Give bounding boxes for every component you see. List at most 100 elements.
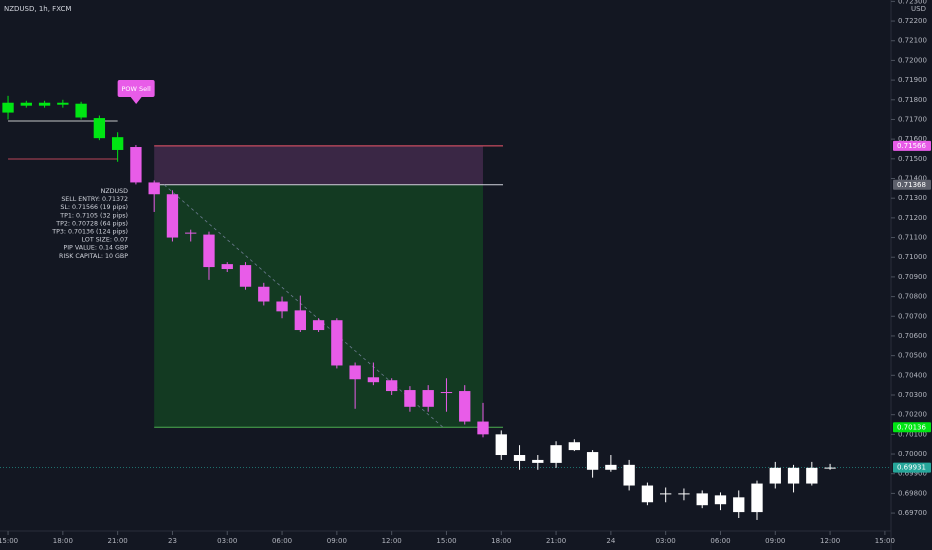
candle-body: [751, 483, 763, 513]
info-line: PIP VALUE: 0.14 GBP: [63, 245, 128, 252]
info-line: LOT SIZE: 0.07: [82, 237, 128, 244]
y-tick-label: 0.72000: [898, 56, 927, 64]
signal-label: POW Sell: [122, 85, 151, 93]
candle-body: [495, 434, 507, 456]
candle-body: [367, 377, 380, 383]
y-tick-label: 0.70600: [898, 332, 927, 340]
info-line: NZDUSD: [101, 188, 128, 195]
price-tag-label: 0.70136: [897, 423, 926, 431]
candle-body: [532, 459, 544, 463]
price-tag-label: 0.71368: [897, 181, 926, 189]
candle-body: [312, 320, 325, 331]
candle-body: [623, 464, 635, 486]
x-tick-label: 18:00: [53, 537, 73, 545]
x-tick-label: 06:00: [272, 537, 292, 545]
y-tick-label: 0.69800: [898, 489, 927, 497]
y-tick-label: 0.72200: [898, 17, 927, 25]
candle-body: [276, 301, 288, 312]
info-line: TP3: 0.70136 (124 pips): [51, 229, 128, 236]
candle-body: [166, 194, 179, 238]
candle-body: [258, 286, 270, 302]
info-line: SELL ENTRY: 0.71372: [61, 196, 128, 203]
candle-body: [806, 467, 818, 484]
x-tick-label: 24: [606, 537, 615, 545]
info-line: SL: 0.71566 (19 pips): [60, 204, 128, 211]
candle-body: [440, 392, 453, 394]
y-tick-label: 0.71000: [898, 253, 927, 261]
candle-body: [93, 118, 106, 139]
candle-body: [733, 497, 745, 513]
candle-body: [641, 485, 654, 503]
y-tick-label: 0.71600: [898, 135, 927, 143]
y-tick-label: 0.70700: [898, 312, 927, 320]
candle-body: [714, 495, 727, 505]
candle-body: [331, 320, 343, 366]
y-tick-label: 0.70200: [898, 411, 927, 419]
candle-body: [787, 467, 800, 484]
candle-body: [38, 102, 51, 106]
x-tick-label: 21:00: [546, 537, 566, 545]
candle-body: [513, 455, 526, 461]
price-tag-label: 0.71566: [897, 142, 926, 150]
candle-body: [550, 445, 562, 463]
x-tick-label: 06:00: [710, 537, 730, 545]
candle-body: [459, 391, 471, 422]
x-tick-label: 03:00: [656, 537, 676, 545]
candle-body: [404, 390, 416, 407]
signal-box: [117, 80, 155, 97]
x-tick-label: 12:00: [820, 537, 840, 545]
chart-title: NZDUSD, 1h, FXCM: [4, 5, 71, 13]
candle-body: [130, 147, 142, 183]
y-tick-label: 0.71400: [898, 175, 927, 183]
x-tick-label: 23: [168, 537, 177, 545]
candle-body: [349, 365, 361, 380]
price-tag-box: [893, 462, 931, 473]
price-tag-box: [893, 179, 931, 190]
x-tick-label: 09:00: [765, 537, 785, 545]
candle-body: [57, 102, 69, 105]
y-tick-label: 0.71800: [898, 96, 927, 104]
y-tick-label: 0.70000: [898, 450, 927, 458]
candle-body: [586, 452, 599, 470]
candle-body: [568, 442, 580, 451]
candle-body: [422, 390, 434, 407]
candle-body: [660, 493, 672, 495]
candle-body: [385, 380, 398, 392]
currency-label: USD: [911, 5, 926, 13]
y-tick-label: 0.69900: [898, 470, 927, 478]
price-tag-box: [893, 422, 931, 433]
y-tick-label: 0.71200: [898, 214, 927, 222]
candle-body: [20, 102, 32, 106]
candle-body: [769, 467, 781, 484]
y-tick-label: 0.70900: [898, 273, 927, 281]
x-tick-label: 21:00: [108, 537, 128, 545]
candle-body: [477, 421, 489, 435]
y-tick-label: 0.71300: [898, 194, 927, 202]
candle-body: [696, 493, 708, 506]
y-tick-label: 0.70100: [898, 430, 927, 438]
y-tick-label: 0.70400: [898, 371, 927, 379]
y-tick-label: 0.69700: [898, 509, 927, 517]
info-line: RISK CAPITAL: 10 GBP: [59, 253, 128, 260]
candle-body: [239, 265, 252, 287]
x-tick-label: 09:00: [327, 537, 347, 545]
x-tick-label: 18:00: [491, 537, 511, 545]
candle-body: [221, 264, 233, 270]
info-line: TP1: 0.7105 (32 pips): [59, 212, 128, 219]
y-tick-label: 0.71700: [898, 115, 927, 123]
y-tick-label: 0.71100: [898, 234, 927, 242]
x-tick-label: 03:00: [217, 537, 237, 545]
y-tick-label: 0.71500: [898, 155, 927, 163]
price-tag-box: [893, 140, 931, 151]
y-tick-label: 0.70500: [898, 352, 927, 360]
candle-body: [111, 137, 124, 150]
x-tick-label: 15:00: [436, 537, 456, 545]
candle-body: [294, 310, 306, 331]
signal-pointer: [130, 97, 142, 104]
x-tick-label: 15:00: [0, 537, 18, 545]
info-line: TP2: 0.70728 (64 pips): [55, 220, 128, 227]
